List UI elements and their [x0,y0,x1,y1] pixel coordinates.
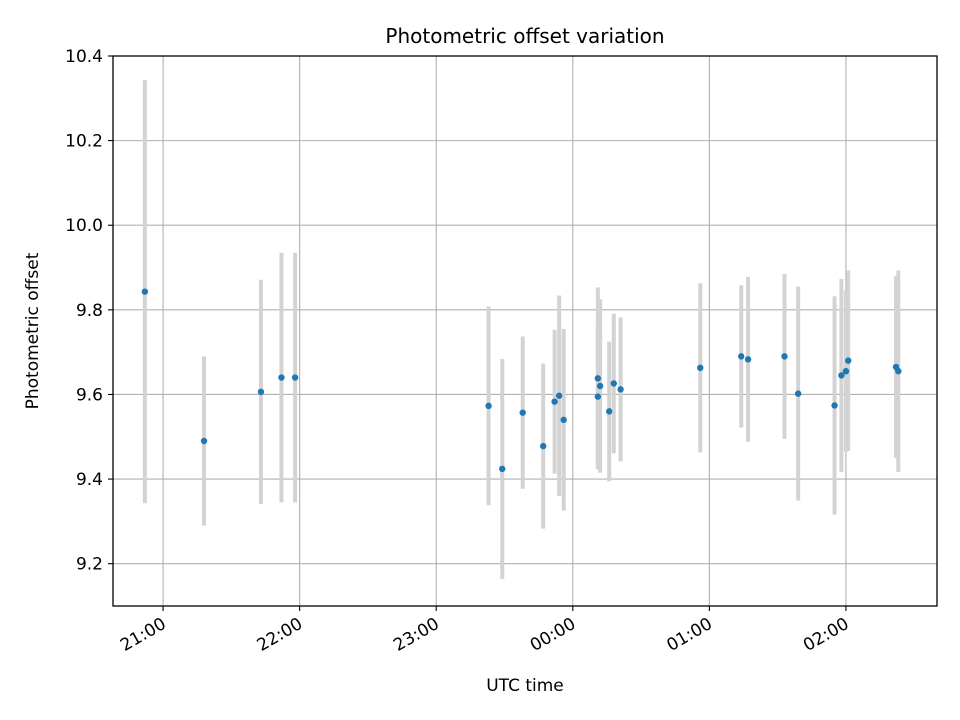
data-point [594,375,602,382]
plot-frame [112,55,938,607]
y-tick-label: 10.0 [65,216,103,236]
data-point [596,382,604,390]
data-point [551,398,558,405]
data-point [485,402,492,410]
x-axis-title: UTC time [486,676,564,696]
data-point [794,390,802,397]
data-point [738,353,745,360]
data-point [594,393,602,400]
data-point [831,402,838,409]
grid [113,55,937,606]
y-tick-label: 9.4 [76,470,103,490]
y-tick-label: 9.2 [76,555,103,575]
data-point [141,288,149,295]
data-point [845,357,852,364]
data-point [257,388,265,396]
data-point [842,367,850,375]
data-point [499,465,506,473]
data-point [744,356,752,363]
data-point [560,416,567,424]
data-point [278,374,285,381]
data-point [617,386,624,393]
chart-title: Photometric offset variation [385,24,664,48]
y-tick-label: 9.6 [76,385,103,405]
data-points [141,288,902,473]
y-tick-label: 9.8 [76,301,103,321]
y-tick-label: 10.4 [65,47,103,67]
data-point [540,442,547,450]
data-point [291,374,299,381]
y-axis-ticks: 9.2 9.4 9.6 9.8 10.0 10.2 10.4 [65,47,113,575]
y-tick-label: 10.2 [65,132,103,152]
data-point [200,437,208,445]
data-point [895,367,902,375]
data-point [519,409,526,416]
data-point [838,372,845,379]
data-point [697,364,704,372]
data-point [555,392,563,399]
data-point [781,353,788,360]
y-axis-title: Photometric offset [23,252,43,409]
data-point [610,380,617,387]
data-point [606,408,613,415]
